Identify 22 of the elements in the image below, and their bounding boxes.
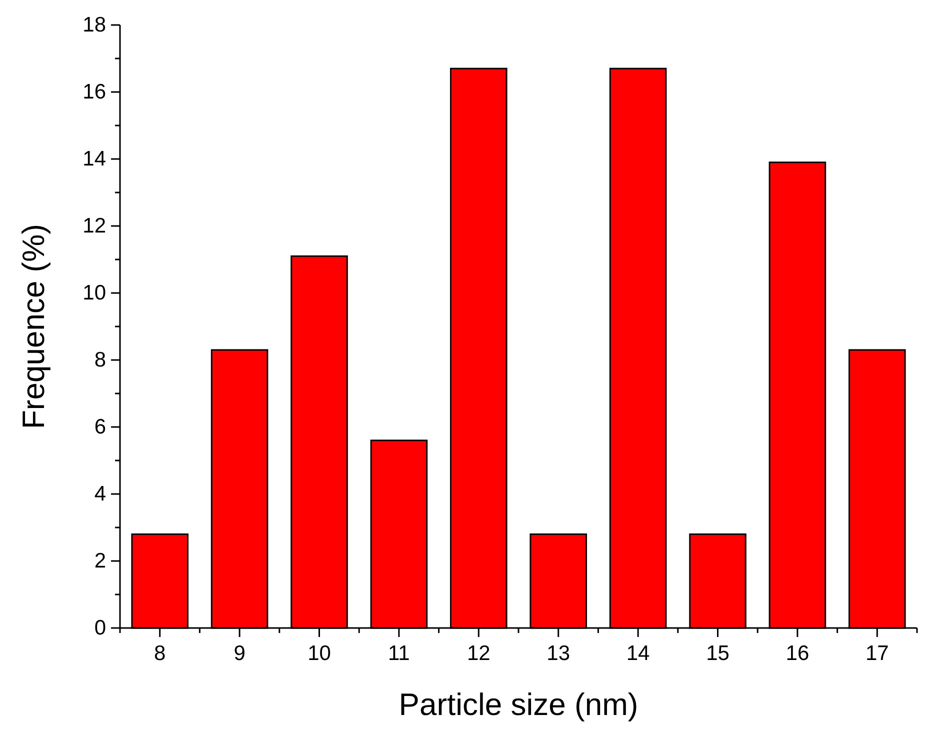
- x-tick-label: 16: [786, 642, 810, 666]
- y-tick-label: 10: [82, 282, 106, 305]
- x-tick-label: 14: [626, 642, 650, 666]
- x-tick-label: 17: [865, 642, 889, 666]
- y-tick-label: 6: [94, 416, 106, 439]
- y-tick-label: 8: [94, 348, 106, 372]
- y-tick-label: 12: [82, 214, 106, 238]
- x-tick-label: 11: [388, 642, 410, 666]
- y-tick-label: 0: [94, 616, 106, 640]
- x-tick-label: 12: [466, 642, 490, 666]
- y-tick-label: 2: [94, 550, 106, 573]
- y-tick-label: 18: [82, 14, 106, 37]
- x-tick-label: 9: [234, 642, 246, 666]
- x-axis-title: Particle size (nm): [398, 687, 638, 722]
- y-tick-label: 16: [82, 80, 106, 104]
- x-tick-label: 8: [154, 642, 166, 666]
- x-tick-label: 10: [308, 642, 331, 666]
- x-tick-label: 15: [706, 642, 730, 666]
- y-tick-label: 4: [94, 482, 106, 506]
- y-tick-label: 14: [82, 148, 106, 171]
- x-tick-label: 13: [546, 642, 570, 666]
- y-axis-title: Frequence (%): [16, 224, 51, 430]
